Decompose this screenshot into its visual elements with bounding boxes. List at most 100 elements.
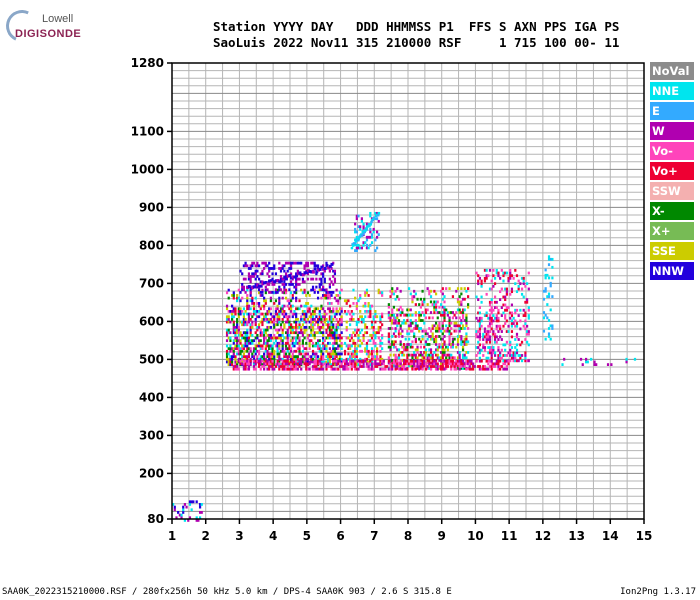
data-point: [483, 367, 487, 371]
data-point: [418, 362, 421, 366]
data-point: [509, 268, 512, 272]
data-point: [517, 287, 520, 291]
data-point: [397, 332, 401, 336]
data-point: [450, 332, 453, 336]
data-point: [278, 296, 281, 300]
data-point: [411, 362, 414, 366]
data-point: [342, 365, 345, 368]
data-point: [286, 355, 289, 359]
data-point: [433, 308, 436, 312]
data-point: [411, 364, 414, 368]
logo-line2: DIGISONDE: [15, 28, 82, 40]
data-point: [490, 362, 493, 366]
legend-item-sse: SSE: [650, 242, 694, 260]
data-point: [300, 328, 303, 332]
data-point: [436, 367, 439, 371]
data-point: [252, 285, 256, 289]
data-point: [428, 292, 431, 296]
data-point: [323, 315, 326, 319]
data-point: [362, 225, 365, 229]
data-point: [301, 310, 304, 313]
data-point: [249, 291, 252, 294]
data-point: [335, 323, 338, 327]
data-point: [443, 348, 446, 352]
data-point: [488, 308, 492, 312]
data-point: [338, 359, 342, 363]
data-point: [281, 267, 284, 270]
data-point: [509, 274, 512, 278]
data-point: [493, 276, 497, 280]
data-point: [301, 355, 304, 359]
data-point: [409, 362, 412, 366]
data-point: [281, 304, 284, 308]
data-point: [247, 285, 251, 289]
data-point: [372, 349, 375, 353]
data-point: [497, 274, 500, 278]
data-point: [303, 291, 306, 294]
data-point: [232, 310, 235, 313]
data-point: [419, 362, 422, 366]
data-point: [347, 299, 350, 303]
data-point: [488, 300, 492, 304]
data-point: [497, 319, 500, 323]
data-point: [284, 320, 288, 324]
data-point: [295, 331, 298, 335]
data-point: [316, 268, 320, 272]
data-point: [322, 288, 325, 292]
data-point: [340, 288, 343, 292]
data-point: [247, 275, 251, 278]
data-point: [463, 297, 466, 301]
data-point: [303, 336, 306, 340]
data-point: [293, 363, 296, 366]
data-point: [547, 295, 551, 298]
data-point: [316, 267, 320, 270]
data-point: [337, 302, 340, 305]
data-point: [318, 347, 321, 351]
data-point: [232, 307, 235, 311]
data-point: [470, 359, 473, 363]
data-point: [365, 235, 369, 239]
data-point: [244, 357, 247, 361]
data-point: [247, 339, 251, 343]
data-point: [254, 323, 257, 327]
data-point: [268, 336, 271, 340]
data-point: [475, 332, 478, 336]
data-point: [394, 335, 397, 338]
data-point: [512, 276, 515, 280]
data-point: [443, 308, 446, 312]
data-point: [458, 303, 461, 306]
data-point: [370, 362, 374, 366]
data-point: [313, 323, 316, 327]
data-point: [279, 277, 283, 281]
data-point: [443, 359, 446, 363]
data-point: [374, 331, 377, 335]
data-point: [377, 362, 380, 366]
data-point: [431, 327, 434, 330]
data-point: [448, 362, 451, 366]
data-point: [505, 330, 508, 333]
data-point: [320, 367, 323, 371]
data-point: [581, 363, 584, 366]
data-point: [367, 365, 370, 368]
data-point: [173, 505, 176, 509]
data-point: [316, 320, 320, 324]
data-point: [487, 330, 490, 333]
data-point: [337, 352, 340, 356]
data-point: [354, 333, 357, 337]
data-point: [478, 319, 481, 323]
data-point: [231, 312, 234, 316]
data-point: [396, 316, 399, 320]
data-point: [500, 268, 503, 272]
data-point: [419, 340, 422, 344]
data-point: [335, 339, 338, 343]
data-point: [421, 367, 424, 371]
data-point: [322, 344, 325, 348]
data-point: [418, 311, 421, 314]
data-point: [290, 331, 293, 335]
data-point: [493, 282, 497, 286]
data-point: [381, 333, 384, 337]
data-point: [337, 344, 340, 348]
data-point: [335, 310, 338, 313]
data-point: [522, 314, 525, 317]
data-point: [467, 351, 470, 354]
